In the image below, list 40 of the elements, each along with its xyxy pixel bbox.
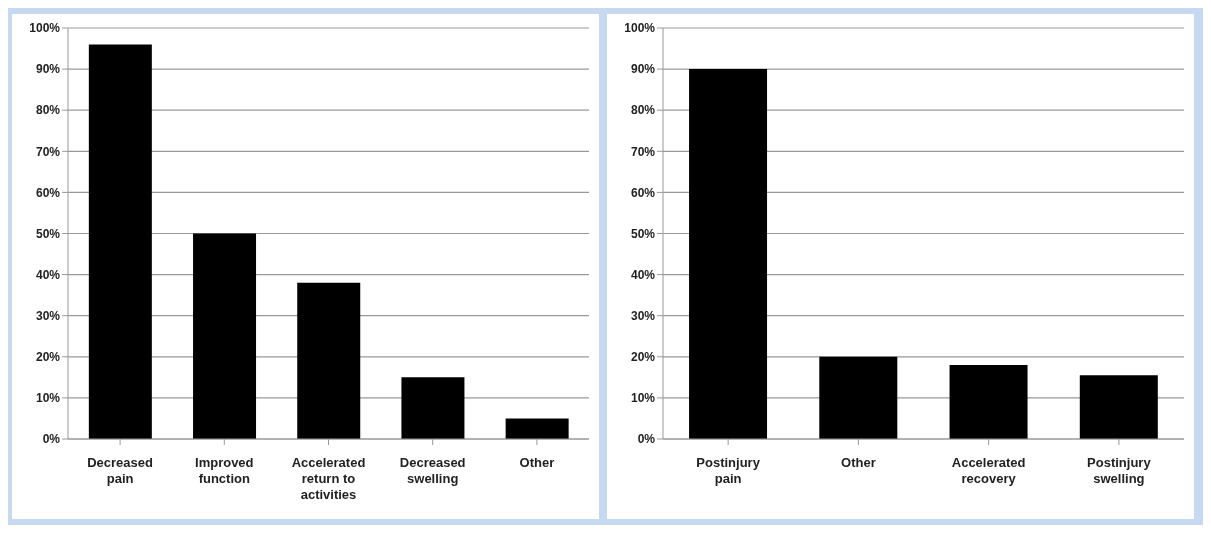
bar: [193, 233, 257, 439]
y-tick-label: 100%: [29, 21, 61, 36]
y-tick-label: 90%: [35, 62, 61, 77]
x-tick-label: Postinjury pain: [696, 455, 761, 486]
y-tick-label: 60%: [630, 185, 656, 200]
y-tick-label: 20%: [630, 350, 656, 365]
bar: [401, 377, 465, 439]
y-tick-label: 50%: [630, 226, 656, 241]
y-tick-label: 40%: [630, 267, 656, 282]
y-tick-label: 80%: [35, 103, 61, 118]
y-tick-label: 60%: [35, 185, 61, 200]
y-tick-label: 70%: [35, 144, 61, 159]
x-tick-label: Decreased pain: [87, 455, 154, 486]
bar: [1079, 375, 1158, 439]
bar: [88, 44, 152, 439]
bar: [819, 356, 898, 439]
x-tick-label: Improved function: [195, 455, 254, 486]
bar: [949, 365, 1028, 439]
bar: [505, 418, 569, 439]
y-tick-label: 30%: [35, 308, 61, 323]
x-tick-label: Other: [519, 455, 555, 470]
bar: [689, 69, 768, 439]
x-tick-label: Accelerated recovery: [951, 455, 1026, 486]
x-tick-label: Postinjury swelling: [1087, 455, 1152, 486]
y-tick-label: 90%: [630, 62, 656, 77]
y-tick-label: 10%: [35, 391, 61, 406]
y-tick-label: 10%: [630, 391, 656, 406]
y-tick-label: 50%: [35, 226, 61, 241]
x-tick-label: Decreased swelling: [399, 455, 466, 486]
y-tick-label: 20%: [35, 350, 61, 365]
y-tick-label: 70%: [630, 144, 656, 159]
y-tick-label: 40%: [35, 267, 61, 282]
y-tick-label: 30%: [630, 308, 656, 323]
y-tick-label: 80%: [630, 103, 656, 118]
x-tick-label: Accelerated return to activities: [291, 455, 366, 502]
y-tick-label: 0%: [637, 432, 656, 447]
bar: [297, 282, 361, 439]
x-tick-label: Other: [841, 455, 876, 470]
y-tick-label: 0%: [42, 432, 61, 447]
y-tick-label: 100%: [624, 21, 656, 36]
